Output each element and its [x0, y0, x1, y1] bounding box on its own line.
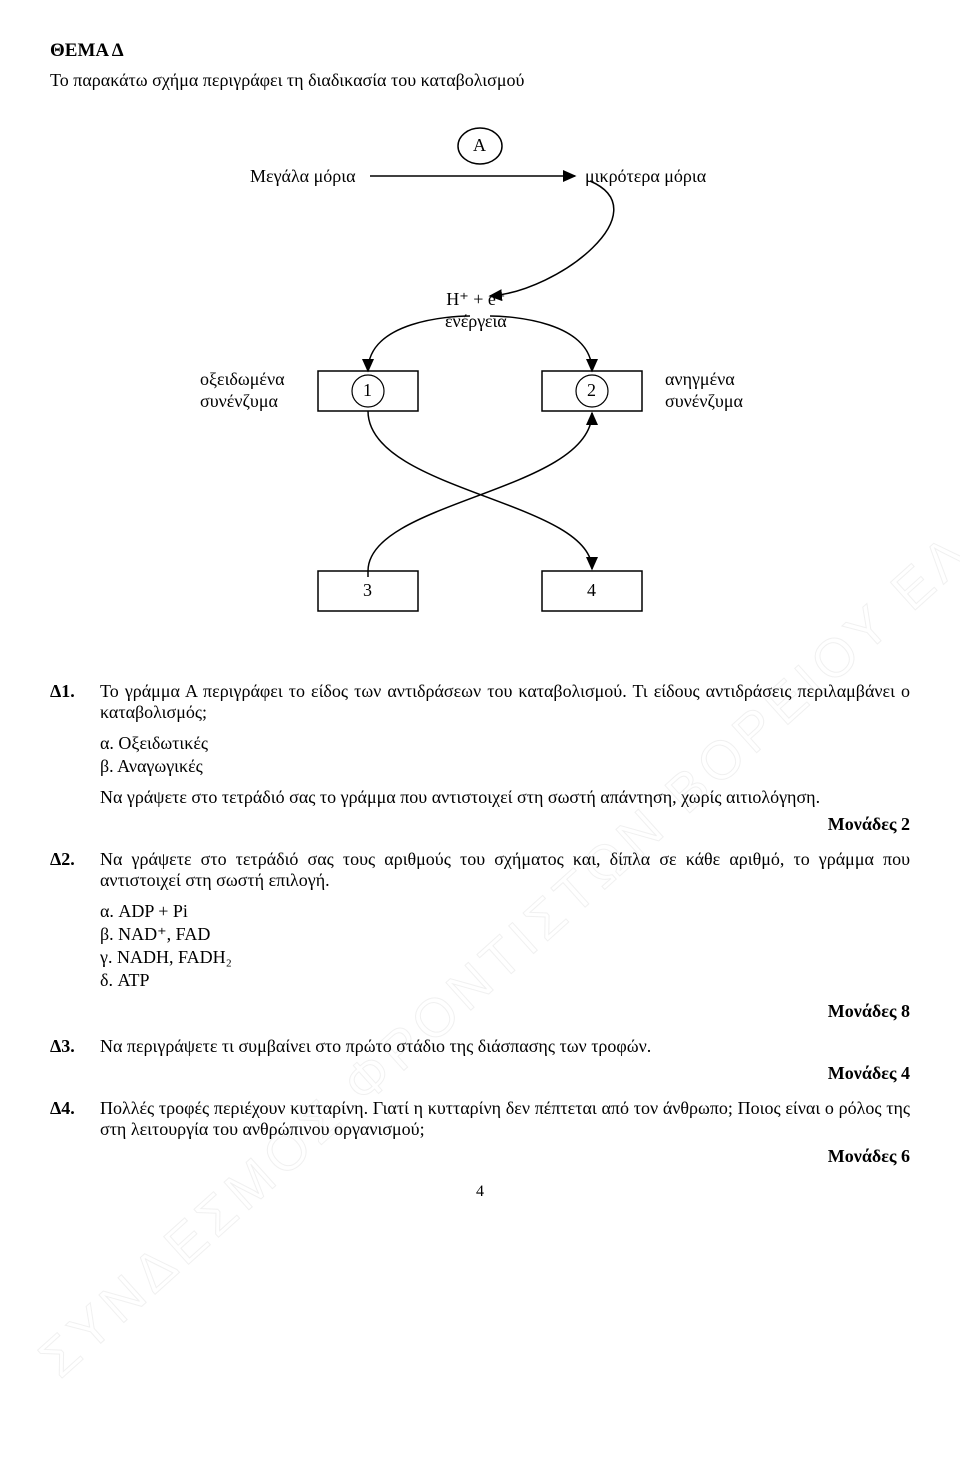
q-body: Πολλές τροφές περιέχουν κυτταρίνη. Γιατί… [100, 1098, 910, 1167]
question-d4: Δ4. Πολλές τροφές περιέχουν κυτταρίνη. Γ… [50, 1098, 910, 1167]
q-label: Δ4. [50, 1098, 100, 1167]
diagram-center-line2: ενέργεια [445, 311, 507, 333]
page-number: 4 [476, 1183, 484, 1201]
diagram-node-a: Α [473, 135, 486, 157]
q-text: Το γράμμα Α περιγράφει το είδος των αντι… [100, 681, 910, 723]
question-d1: Δ1. Το γράμμα Α περιγράφει το είδος των … [50, 681, 910, 835]
question-d3: Δ3. Να περιγράψετε τι συμβαίνει στο πρώτ… [50, 1036, 910, 1084]
q-body: Να περιγράψετε τι συμβαίνει στο πρώτο στ… [100, 1036, 910, 1084]
diagram-box-4: 4 [587, 580, 596, 602]
option-c: γ. NADH, FADH₂ [100, 947, 910, 968]
diagram-label-oxidized: οξειδωμένα συνένζυμα [200, 369, 285, 412]
q-followup: Να γράψετε στο τετράδιό σας το γράμμα πο… [100, 787, 910, 808]
diagram-center-label: H⁺ + e⁻ ενέργεια [445, 289, 507, 332]
intro-text: Το παρακάτω σχήμα περιγράφει τη διαδικασ… [50, 70, 910, 91]
question-d2: Δ2. Να γράψετε στο τετράδιό σας τους αρι… [50, 849, 910, 1022]
diagram-box-2: 2 [587, 380, 596, 402]
marks: Μονάδες 8 [100, 1001, 910, 1022]
diagram-center-line1: H⁺ + e⁻ [445, 289, 507, 311]
q-label: Δ1. [50, 681, 100, 835]
q-body: Το γράμμα Α περιγράφει το είδος των αντι… [100, 681, 910, 835]
q-options: α. Οξειδωτικές β. Αναγωγικές [100, 733, 910, 777]
marks: Μονάδες 4 [100, 1063, 910, 1084]
q-body: Να γράψετε στο τετράδιό σας τους αριθμού… [100, 849, 910, 1022]
option-b: β. NAD⁺, FAD [100, 924, 910, 945]
q-label: Δ2. [50, 849, 100, 1022]
q-text: Πολλές τροφές περιέχουν κυτταρίνη. Γιατί… [100, 1098, 910, 1140]
option-a: α. Οξειδωτικές [100, 733, 910, 754]
q-text: Να γράψετε στο τετράδιό σας τους αριθμού… [100, 849, 910, 891]
diagram-label-reduced: ανηγμένα συνένζυμα [665, 369, 743, 412]
catabolism-diagram: Μεγάλα μόρια μικρότερα μόρια Α H⁺ + e⁻ ε… [130, 121, 830, 651]
q-options: α. ADP + Pi β. NAD⁺, FAD γ. NADH, FADH₂ … [100, 901, 910, 991]
diagram-box-1: 1 [363, 380, 372, 402]
diagram-label-smaller-molecules: μικρότερα μόρια [585, 166, 706, 188]
diagram-label-large-molecules: Μεγάλα μόρια [250, 166, 356, 188]
marks: Μονάδες 6 [100, 1146, 910, 1167]
option-a: α. ADP + Pi [100, 901, 910, 922]
section-title: ΘΕΜΑ Δ [50, 40, 910, 62]
marks: Μονάδες 2 [100, 814, 910, 835]
option-b: β. Αναγωγικές [100, 756, 910, 777]
q-text: Να περιγράψετε τι συμβαίνει στο πρώτο στ… [100, 1036, 910, 1057]
q-label: Δ3. [50, 1036, 100, 1084]
diagram-box-3: 3 [363, 580, 372, 602]
option-d: δ. ATP [100, 970, 910, 991]
